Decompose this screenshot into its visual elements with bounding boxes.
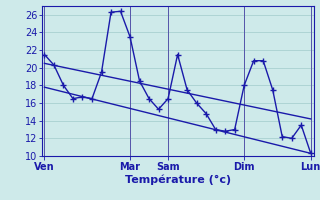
X-axis label: Température (°c): Température (°c) bbox=[124, 174, 231, 185]
